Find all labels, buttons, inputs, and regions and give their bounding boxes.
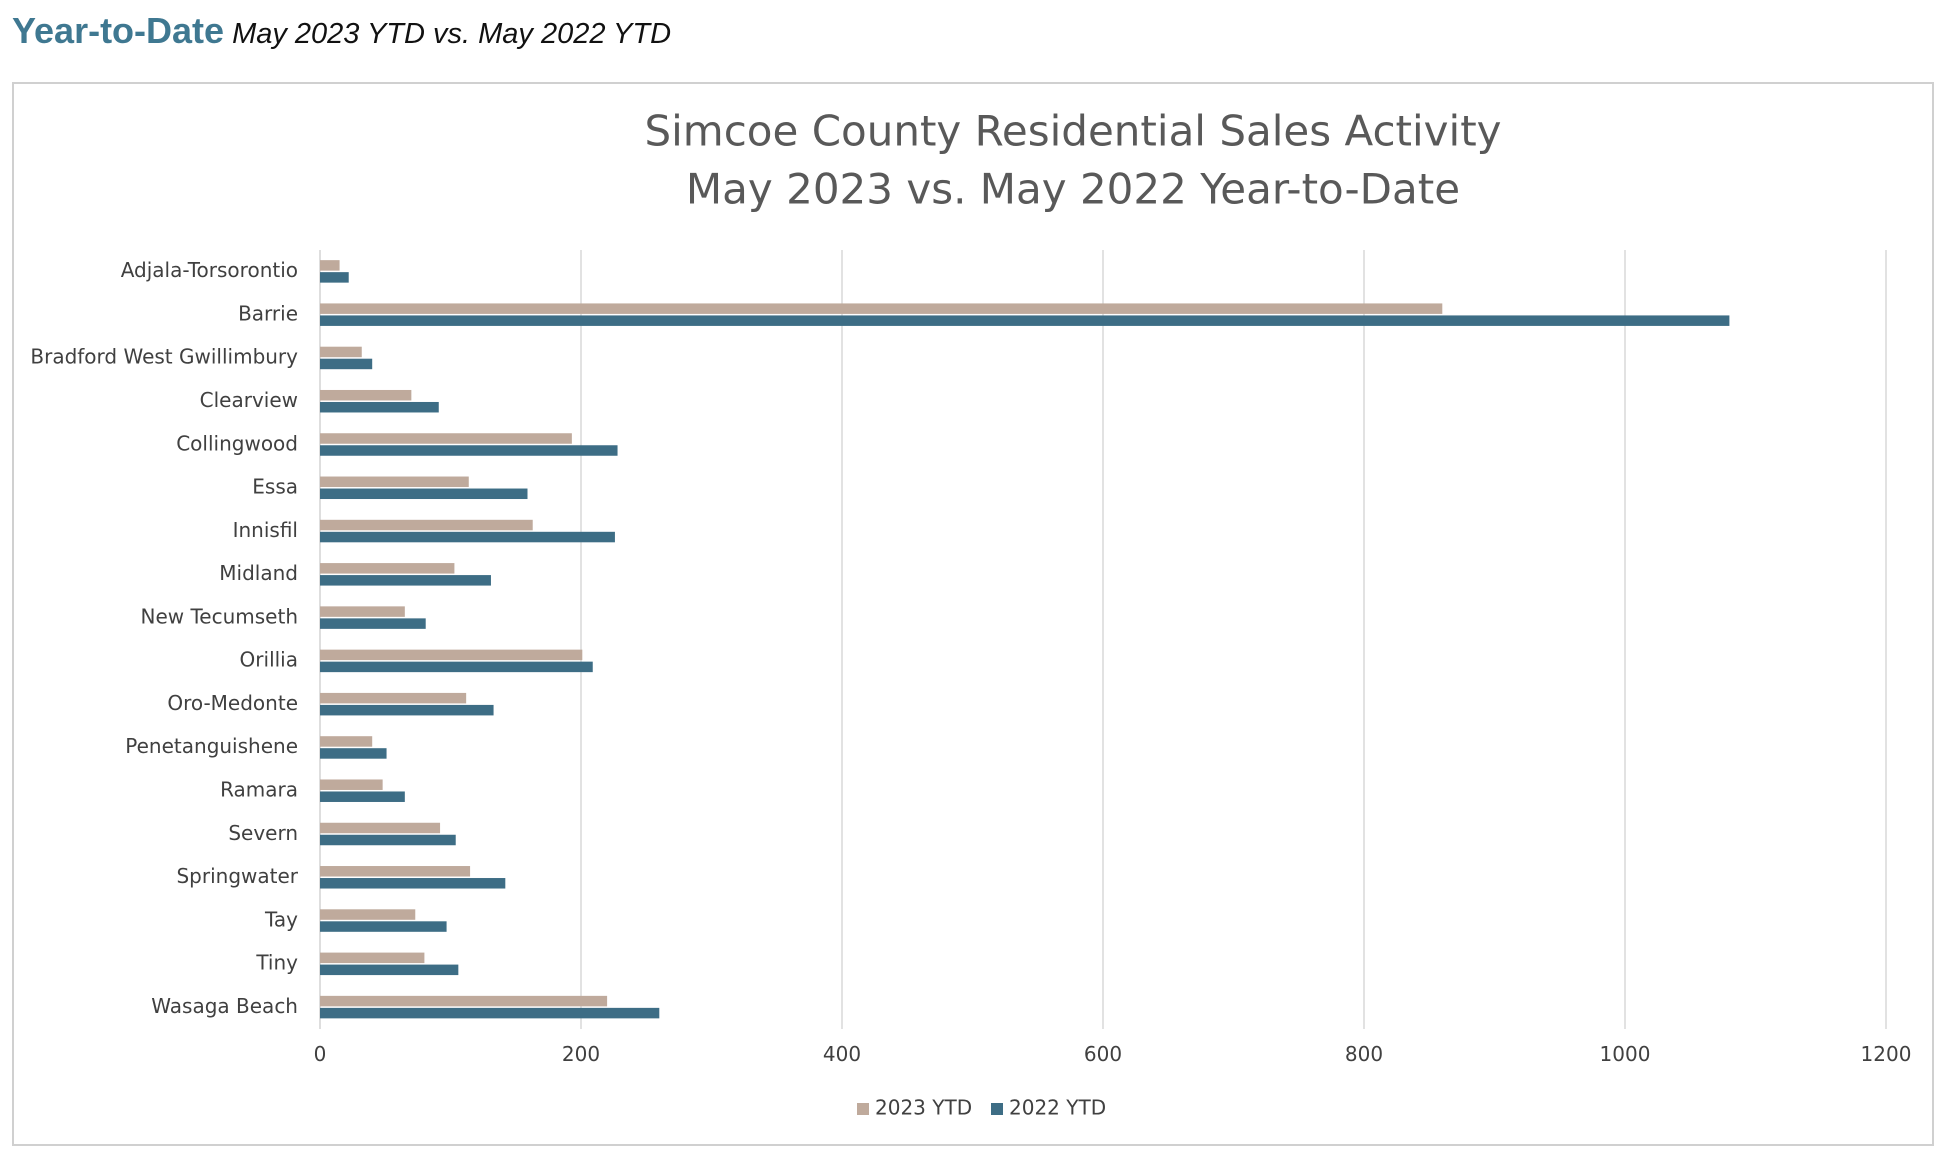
category-label: Bradford West Gwillimbury	[30, 345, 298, 369]
category-label: Tay	[264, 907, 298, 931]
category-label: Barrie	[238, 301, 298, 325]
bar-2022-ytd	[320, 315, 1730, 326]
bar-2022-ytd	[320, 358, 373, 370]
bar-2022-ytd	[320, 878, 506, 889]
bar-2023-ytd	[320, 736, 373, 747]
x-tick-label: 400	[823, 1042, 861, 1066]
bar-2023-ytd	[320, 649, 583, 661]
category-label: Oro-Medonte	[167, 691, 298, 715]
legend-swatch-2022-ytd	[991, 1103, 1003, 1115]
category-label: Penetanguishene	[125, 734, 298, 758]
x-tick-label: 600	[1084, 1042, 1122, 1066]
bar-chart: Simcoe County Residential Sales Activity…	[30, 107, 1912, 1120]
bar-2022-ytd	[320, 964, 459, 976]
category-label: Adjala-Torsorontio	[121, 258, 298, 282]
bar-2023-ytd	[320, 519, 533, 531]
category-label: Wasaga Beach	[151, 994, 298, 1018]
page-subtitle: May 2023 YTD vs. May 2022 YTD	[232, 18, 672, 50]
category-label: Clearview	[200, 388, 298, 412]
page-header: Year-to-Date May 2023 YTD vs. May 2022 YT…	[12, 10, 671, 70]
bar-2023-ytd	[320, 952, 425, 964]
page-title: Year-to-Date	[12, 10, 225, 51]
category-label: Midland	[219, 561, 298, 585]
legend-label-2022-ytd: 2022 YTD	[1009, 1096, 1106, 1120]
bar-2022-ytd	[320, 445, 618, 456]
x-tick-label: 200	[562, 1042, 600, 1066]
bar-2022-ytd	[320, 1007, 660, 1019]
chart-title-line-2: May 2023 vs. May 2022 Year-to-Date	[686, 165, 1460, 214]
bar-2023-ytd	[320, 260, 340, 271]
bar-2023-ytd	[320, 346, 362, 358]
x-tick-label: 1000	[1600, 1042, 1651, 1066]
bar-2022-ytd	[320, 791, 405, 802]
bar-2023-ytd	[320, 995, 608, 1007]
bar-2022-ytd	[320, 401, 439, 413]
bar-2023-ytd	[320, 476, 469, 488]
category-label: Essa	[252, 475, 298, 499]
bar-2022-ytd	[320, 834, 456, 846]
x-tick-label: 1200	[1861, 1042, 1912, 1066]
bar-2023-ytd	[320, 563, 455, 574]
bar-2023-ytd	[320, 303, 1443, 314]
bar-2023-ytd	[320, 866, 471, 877]
x-tick-label: 0	[314, 1042, 327, 1066]
bar-2023-ytd	[320, 822, 441, 834]
bar-2022-ytd	[320, 921, 447, 932]
category-label: Collingwood	[176, 431, 298, 455]
bar-2022-ytd	[320, 748, 387, 759]
category-label: Tiny	[255, 951, 298, 975]
bar-2022-ytd	[320, 618, 426, 629]
legend-swatch-2023-ytd	[857, 1103, 869, 1115]
bar-2022-ytd	[320, 272, 349, 283]
x-tick-label: 800	[1345, 1042, 1383, 1066]
bar-2022-ytd	[320, 575, 491, 586]
legend-label-2023-ytd: 2023 YTD	[875, 1096, 972, 1120]
category-label: New Tecumseth	[141, 604, 299, 628]
bar-2022-ytd	[320, 488, 528, 500]
category-label: Severn	[228, 821, 298, 845]
category-label: Springwater	[176, 864, 298, 888]
chart-title-line-1: Simcoe County Residential Sales Activity	[644, 107, 1501, 156]
bar-2023-ytd	[320, 692, 467, 704]
bar-2023-ytd	[320, 433, 572, 444]
bar-2022-ytd	[320, 661, 593, 673]
chart-frame: Simcoe County Residential Sales Activity…	[12, 82, 1934, 1146]
bar-2022-ytd	[320, 531, 615, 543]
bar-2023-ytd	[320, 389, 412, 401]
bar-2023-ytd	[320, 779, 383, 790]
bar-2022-ytd	[320, 704, 494, 716]
category-label: Orillia	[240, 648, 298, 672]
bar-2023-ytd	[320, 606, 405, 617]
bar-2023-ytd	[320, 909, 416, 920]
category-label: Innisfil	[233, 518, 298, 542]
category-label: Ramara	[220, 777, 298, 801]
